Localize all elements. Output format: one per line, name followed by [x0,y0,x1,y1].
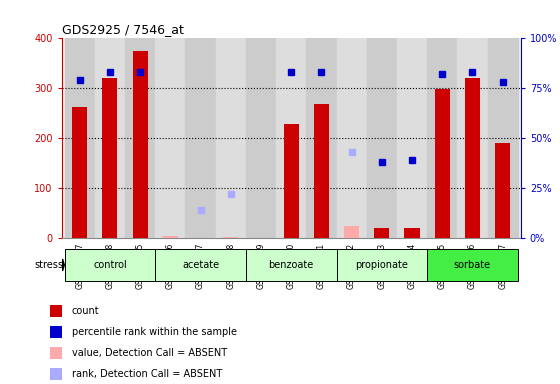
Text: count: count [72,306,100,316]
Bar [155,38,185,238]
Text: rank, Detection Call = ABSENT: rank, Detection Call = ABSENT [72,369,222,379]
Bar [50,347,62,359]
Bar [435,89,450,238]
FancyArrow shape [63,259,64,271]
Text: propionate: propionate [356,260,408,270]
Bar [314,104,329,238]
Bar [488,38,518,238]
Bar [133,51,148,238]
Bar [427,38,458,238]
Bar [284,124,298,238]
Bar [102,78,118,238]
Bar [50,326,62,338]
Bar [50,305,62,317]
Bar [64,38,95,238]
Bar [246,250,337,280]
Bar [465,78,480,238]
Text: acetate: acetate [182,260,219,270]
Bar [344,226,359,238]
Bar [374,228,389,238]
Text: sorbate: sorbate [454,260,491,270]
Bar [95,38,125,238]
Bar [427,250,518,280]
Text: stress: stress [34,260,63,270]
Text: value, Detection Call = ABSENT: value, Detection Call = ABSENT [72,348,227,358]
Bar [216,38,246,238]
Bar [185,38,216,238]
Bar [458,38,488,238]
Text: control: control [93,260,127,270]
Text: GDS2925 / 7546_at: GDS2925 / 7546_at [62,23,184,36]
Bar [404,228,419,238]
Bar [64,250,155,280]
Bar [125,38,155,238]
Bar [367,38,397,238]
Bar [495,143,510,238]
Bar [163,235,178,238]
Text: percentile rank within the sample: percentile rank within the sample [72,327,237,337]
Bar [276,38,306,238]
Bar [397,38,427,238]
Bar [337,38,367,238]
Bar [72,107,87,238]
Bar [246,38,276,238]
Bar [155,250,246,280]
Text: benzoate: benzoate [269,260,314,270]
Bar [306,38,337,238]
Bar [223,237,239,238]
Bar [50,368,62,380]
Bar [337,250,427,280]
